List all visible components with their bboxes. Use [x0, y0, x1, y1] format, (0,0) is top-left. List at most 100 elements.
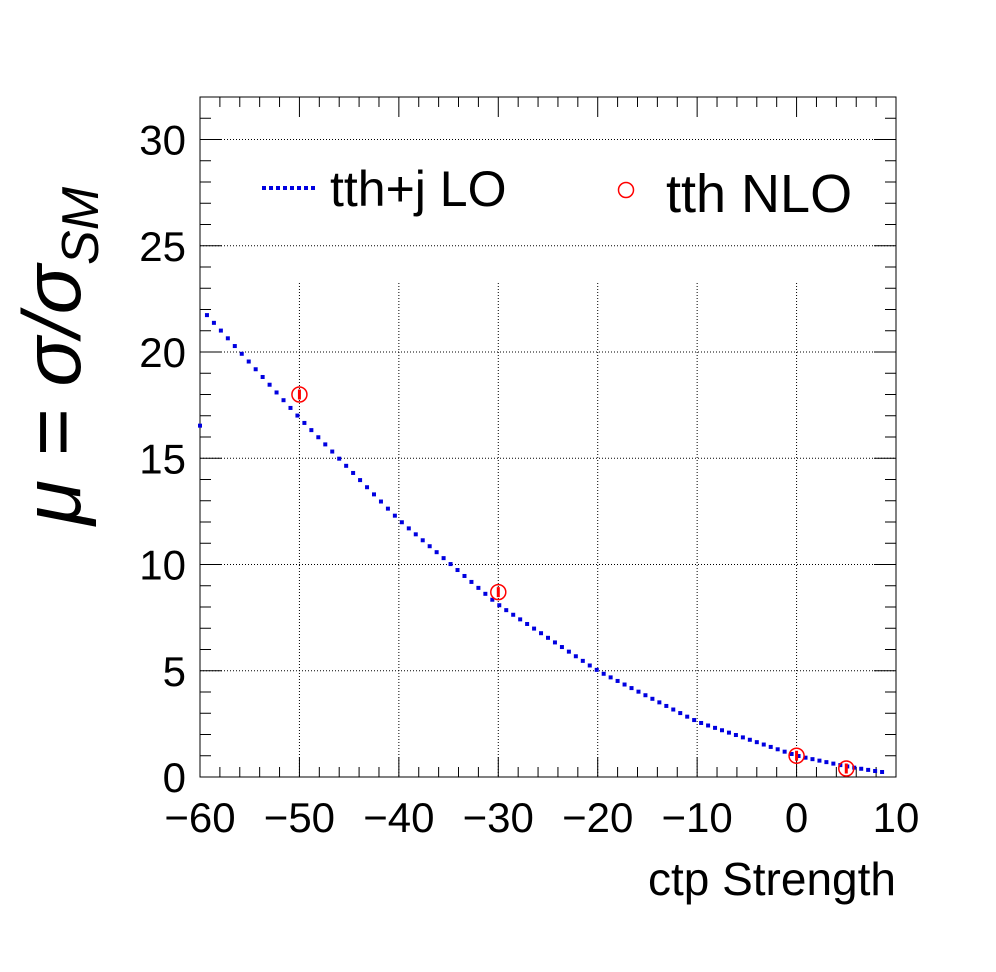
- lo-curve-marker: [511, 612, 516, 617]
- x-tick-label: −50: [264, 794, 335, 841]
- lo-curve-marker: [525, 621, 530, 626]
- lo-curve-marker: [747, 737, 752, 742]
- lo-curve-marker: [204, 313, 209, 318]
- lo-curve-marker: [413, 532, 418, 537]
- lo-curve-marker: [434, 550, 439, 555]
- lo-curve-marker: [211, 320, 216, 325]
- lo-curve-marker: [643, 693, 648, 698]
- lo-curve-marker: [754, 740, 759, 745]
- lo-curve-marker: [768, 744, 773, 749]
- grid: [200, 139, 896, 777]
- lo-curve-marker: [636, 689, 641, 694]
- lo-curve-marker: [657, 700, 662, 705]
- lo-curve-marker: [650, 696, 655, 701]
- lo-curve-marker: [573, 654, 578, 659]
- lo-curve-marker: [441, 556, 446, 561]
- nlo-marker: [838, 760, 855, 777]
- lo-curve-marker: [232, 344, 237, 349]
- lo-curve-marker: [539, 631, 544, 636]
- lo-curve-marker: [594, 667, 599, 672]
- lo-curve-marker: [316, 435, 321, 440]
- lo-curve-marker: [378, 499, 383, 504]
- lo-curve-marker: [817, 758, 822, 763]
- lo-curve-marker: [504, 608, 509, 613]
- x-tick-label: −20: [562, 794, 633, 841]
- series-tth-j-lo: [198, 313, 885, 774]
- nlo-data-point: [838, 760, 855, 777]
- lo-curve-marker: [831, 761, 836, 766]
- plot-frame: [199, 96, 897, 778]
- legend-label-tth-nlo: tth NLO: [666, 164, 852, 224]
- lo-curve-marker: [448, 562, 453, 567]
- lo-curve-marker: [796, 754, 801, 759]
- axis-ticks: [199, 97, 897, 778]
- lo-curve-marker: [601, 671, 606, 676]
- lo-curve-marker: [629, 686, 634, 691]
- lo-curve-marker: [859, 766, 864, 771]
- lo-curve-marker: [880, 769, 885, 774]
- lo-curve-marker: [803, 755, 808, 760]
- lo-curve-marker: [281, 398, 286, 403]
- lo-curve-marker: [218, 328, 223, 333]
- lo-curve-marker: [706, 723, 711, 728]
- lo-curve-marker: [260, 374, 265, 379]
- legend-entry-tth-nlo: tth NLO: [617, 164, 852, 224]
- lo-curve-marker: [685, 714, 690, 719]
- y-tick-label: 25: [139, 223, 186, 270]
- lo-curve-marker: [518, 617, 523, 622]
- lo-curve-marker: [267, 382, 272, 387]
- lo-curve-marker: [225, 336, 230, 341]
- lo-curve-marker: [344, 463, 349, 468]
- lo-curve-marker: [733, 733, 738, 738]
- x-tick-label: −30: [463, 794, 534, 841]
- lo-curve-marker: [490, 597, 495, 602]
- x-tick-label: 0: [785, 794, 808, 841]
- nlo-marker: [291, 386, 308, 403]
- lo-curve-marker: [372, 492, 376, 497]
- nlo-data-point: [490, 583, 507, 601]
- legend-entry-tth-j-lo: tth+j LO: [262, 161, 507, 217]
- lo-curve-marker: [483, 591, 488, 596]
- y-tick-label: 5: [163, 648, 186, 695]
- lo-curve-marker: [385, 506, 390, 511]
- lo-curve-marker: [580, 658, 585, 663]
- lo-curve-marker: [469, 579, 474, 584]
- lo-curve-marker: [239, 351, 244, 356]
- x-axis-label: ctp Strength: [648, 853, 896, 905]
- lo-curve-marker: [532, 626, 537, 631]
- lo-curve-marker: [866, 767, 871, 772]
- lo-curve-marker: [323, 442, 328, 447]
- lo-curve-marker: [399, 520, 404, 525]
- legend-swatch-tth-nlo: [617, 181, 635, 199]
- lo-curve-marker: [198, 423, 202, 428]
- lo-curve-marker: [810, 757, 815, 762]
- lo-curve-marker: [309, 428, 314, 433]
- lo-curve-marker: [552, 640, 557, 645]
- lo-curve-marker: [726, 730, 731, 735]
- x-tick-label: 10: [873, 794, 920, 841]
- nlo-data-point: [291, 386, 308, 403]
- lo-curve-marker: [782, 749, 787, 754]
- y-tick-label: 15: [139, 435, 186, 482]
- x-tick-label: −40: [363, 794, 434, 841]
- lo-curve-marker: [664, 703, 669, 708]
- y-axis-label: μ = σ/σSM: [7, 186, 110, 527]
- lo-curve-marker: [559, 645, 564, 650]
- lo-curve-marker: [608, 675, 613, 680]
- lo-curve-marker: [699, 720, 704, 725]
- lo-curve-marker: [824, 760, 829, 765]
- lo-curve-marker: [358, 478, 363, 483]
- lo-curve-marker: [302, 420, 307, 425]
- nlo-marker: [788, 747, 805, 764]
- lo-curve-marker: [587, 663, 592, 668]
- legend: tth+j LO tth NLO: [262, 161, 852, 224]
- lo-curve-marker: [420, 538, 425, 543]
- tick-labels: −60 −50 −40 −30 −20 −10 0 10 0 5 10 15 20 25 30: [139, 117, 919, 842]
- y-tick-label: 20: [139, 329, 186, 376]
- lo-curve-marker: [720, 728, 724, 733]
- lo-curve-marker: [274, 390, 279, 395]
- lo-curve-marker: [351, 470, 356, 475]
- lo-curve-marker: [497, 603, 502, 608]
- legend-label-tth-j-lo: tth+j LO: [330, 161, 507, 217]
